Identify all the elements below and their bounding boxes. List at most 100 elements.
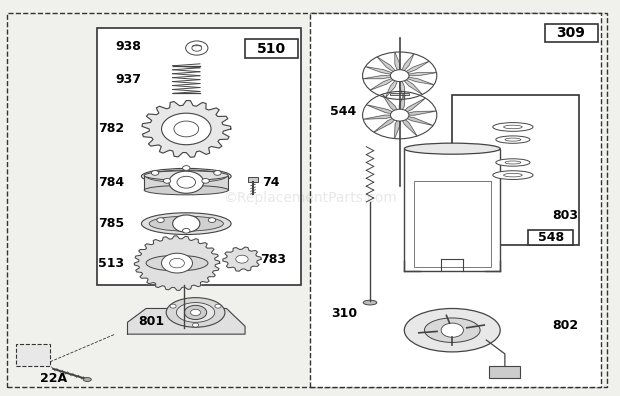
Text: 782: 782 (99, 122, 125, 135)
Circle shape (214, 171, 221, 175)
Bar (16, 344, 50, 366)
Polygon shape (370, 76, 400, 90)
Text: 785: 785 (99, 217, 125, 230)
Polygon shape (399, 92, 405, 115)
Circle shape (441, 323, 463, 337)
Text: 803: 803 (552, 209, 578, 222)
Bar (414, 181, 490, 267)
Circle shape (170, 258, 184, 268)
Polygon shape (374, 115, 400, 132)
Circle shape (190, 309, 200, 316)
Text: 309: 309 (557, 26, 585, 40)
Text: 310: 310 (332, 307, 358, 320)
Circle shape (192, 323, 198, 327)
Bar (404, 148, 500, 271)
Polygon shape (400, 111, 436, 115)
Polygon shape (135, 236, 219, 290)
Polygon shape (395, 52, 400, 76)
Text: 784: 784 (99, 176, 125, 189)
Bar (391, 93, 409, 95)
Text: 802: 802 (552, 318, 578, 331)
Bar (97, 29, 301, 285)
Ellipse shape (141, 213, 231, 234)
Circle shape (174, 121, 198, 137)
Ellipse shape (496, 136, 530, 143)
Polygon shape (400, 115, 433, 126)
Polygon shape (366, 105, 400, 115)
Polygon shape (400, 61, 429, 76)
Ellipse shape (503, 125, 522, 129)
Bar (245, 39, 298, 58)
Polygon shape (400, 76, 434, 85)
Text: 74: 74 (262, 176, 280, 189)
Text: 801: 801 (138, 314, 165, 327)
Polygon shape (223, 247, 261, 271)
Circle shape (208, 218, 216, 223)
Ellipse shape (144, 171, 228, 180)
Text: ©ReplacementParts.com: ©ReplacementParts.com (223, 191, 397, 205)
Polygon shape (400, 76, 404, 99)
Polygon shape (365, 67, 400, 76)
Text: 783: 783 (260, 253, 286, 267)
Circle shape (151, 171, 159, 175)
Circle shape (163, 179, 170, 183)
Circle shape (162, 253, 192, 273)
Ellipse shape (505, 138, 521, 141)
Ellipse shape (149, 216, 223, 231)
Circle shape (182, 228, 190, 233)
Text: 938: 938 (116, 40, 142, 53)
Circle shape (157, 218, 164, 223)
Ellipse shape (404, 308, 500, 352)
Ellipse shape (496, 159, 530, 166)
Text: 548: 548 (538, 231, 564, 244)
Circle shape (170, 304, 176, 308)
Polygon shape (377, 57, 400, 76)
Bar (144, 175, 228, 190)
Circle shape (236, 255, 248, 263)
Polygon shape (400, 115, 417, 136)
Ellipse shape (425, 318, 480, 343)
Polygon shape (400, 98, 425, 115)
Circle shape (215, 304, 221, 308)
Ellipse shape (503, 173, 522, 177)
Ellipse shape (141, 168, 231, 184)
Circle shape (202, 179, 210, 183)
Bar (489, 366, 520, 377)
Ellipse shape (363, 300, 377, 305)
Ellipse shape (505, 161, 521, 164)
Bar (545, 24, 598, 42)
Polygon shape (363, 76, 400, 79)
Text: 937: 937 (116, 73, 142, 86)
Polygon shape (400, 76, 422, 95)
Ellipse shape (144, 185, 228, 195)
Text: 510: 510 (257, 42, 286, 56)
Circle shape (162, 113, 211, 145)
Bar (248, 177, 258, 182)
Ellipse shape (493, 123, 533, 131)
Circle shape (391, 109, 409, 121)
Bar (528, 230, 573, 246)
Polygon shape (400, 54, 414, 76)
Circle shape (184, 305, 206, 320)
Ellipse shape (146, 170, 226, 183)
Text: 544: 544 (330, 105, 356, 118)
Ellipse shape (404, 143, 500, 154)
Ellipse shape (146, 255, 208, 271)
Circle shape (391, 70, 409, 82)
Circle shape (182, 166, 190, 170)
Polygon shape (383, 94, 400, 115)
Polygon shape (400, 72, 436, 76)
Polygon shape (142, 101, 231, 157)
Polygon shape (363, 115, 400, 119)
Ellipse shape (493, 171, 533, 179)
Ellipse shape (176, 303, 215, 322)
Ellipse shape (83, 377, 91, 381)
Polygon shape (128, 308, 245, 334)
Polygon shape (386, 76, 400, 97)
Polygon shape (394, 115, 401, 139)
Text: 513: 513 (99, 257, 125, 270)
Circle shape (177, 176, 195, 188)
Bar (310, 13, 601, 387)
Ellipse shape (166, 298, 225, 327)
Text: 22A: 22A (40, 372, 67, 385)
